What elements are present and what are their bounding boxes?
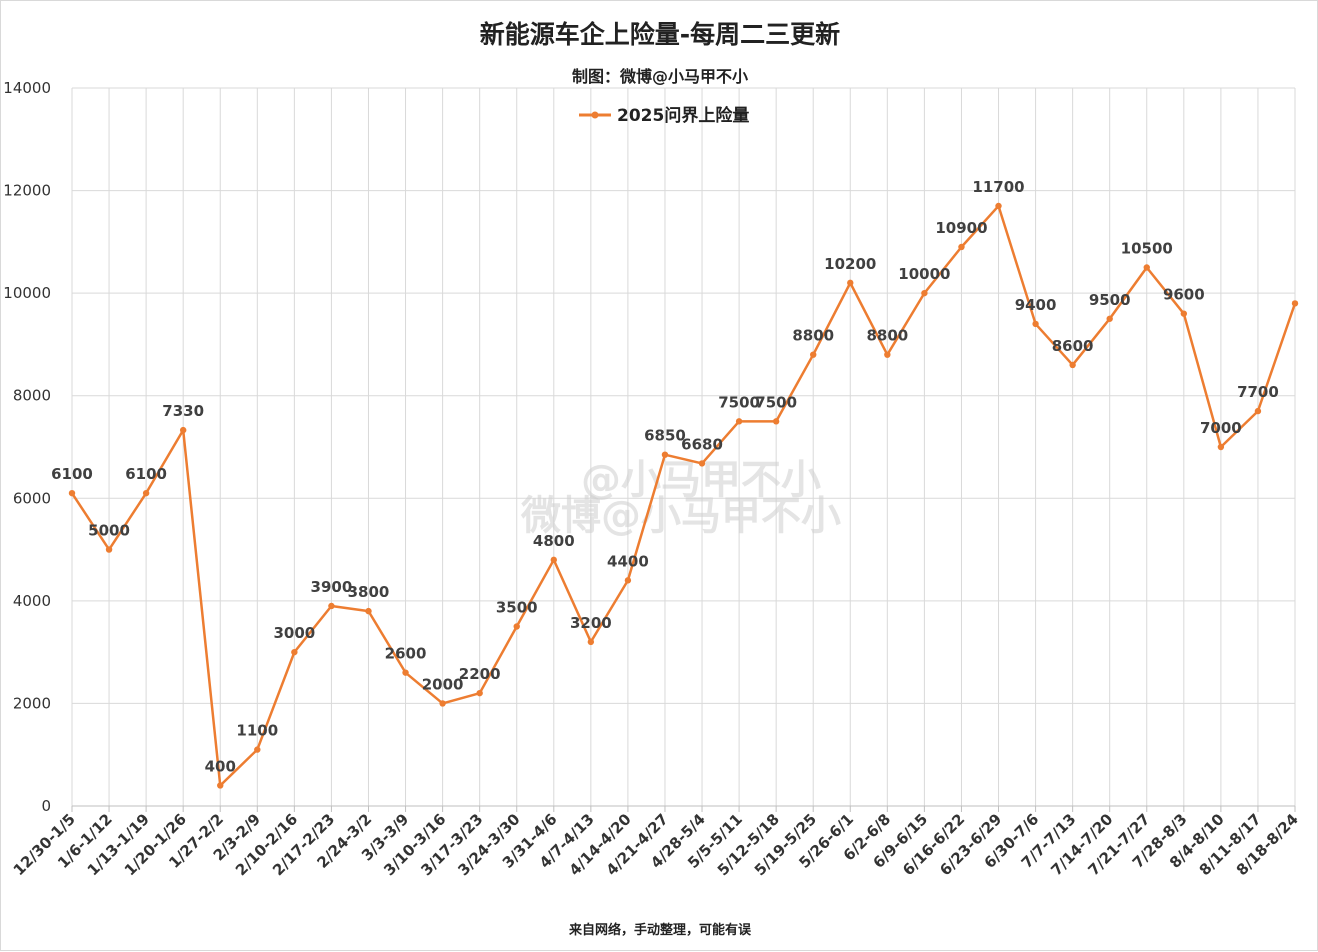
- data-label: 8600: [1052, 337, 1094, 355]
- data-label: 1100: [236, 722, 278, 740]
- data-point: [921, 289, 928, 297]
- data-point: [513, 623, 520, 630]
- y-tick-label: 8000: [13, 387, 51, 405]
- data-label: 4400: [607, 552, 649, 570]
- data-label: 10500: [1121, 240, 1173, 258]
- data-label: 9400: [1015, 296, 1057, 314]
- chart-footer: 来自网络，手动整理，可能有误: [568, 923, 751, 938]
- data-label: 10200: [824, 255, 876, 273]
- data-point: [1106, 315, 1113, 322]
- data-point: [1032, 320, 1039, 328]
- y-tick-label: 14000: [3, 79, 51, 97]
- y-tick-label: 12000: [3, 182, 51, 200]
- data-point: [291, 648, 298, 656]
- series-line-path: [70, 204, 1297, 787]
- data-label: 400: [205, 757, 236, 775]
- data-label: 7500: [755, 393, 797, 411]
- watermark-line-2: 微博@小马甲不小: [520, 493, 841, 539]
- watermark: @小马甲不小 微博@小马甲不小: [520, 457, 841, 539]
- data-point: [624, 577, 632, 584]
- data-point: [402, 669, 409, 676]
- data-point: [884, 351, 891, 358]
- data-point: [1217, 443, 1225, 451]
- x-axis: 12/30-1/51/6-1/121/13-1/191/20-1/261/27-…: [10, 805, 1302, 879]
- data-label: 10000: [898, 265, 950, 283]
- data-label: 2600: [385, 645, 427, 663]
- data-point: [68, 489, 76, 497]
- data-label: 3800: [348, 583, 390, 601]
- data-point: [1254, 407, 1262, 415]
- data-point: [254, 746, 261, 753]
- data-label: 7000: [1200, 419, 1242, 437]
- data-label: 7700: [1237, 383, 1279, 401]
- data-label: 3000: [273, 624, 315, 642]
- data-label: 3900: [311, 578, 353, 596]
- y-tick-label: 10000: [3, 284, 51, 302]
- data-label: 6100: [125, 465, 167, 483]
- data-label: 9600: [1163, 286, 1205, 304]
- y-tick-label: 0: [41, 797, 51, 815]
- data-point: [439, 700, 446, 707]
- data-label: 3500: [496, 599, 538, 617]
- data-point: [1143, 264, 1150, 271]
- data-label: 9500: [1089, 291, 1131, 309]
- data-label: 3200: [570, 614, 612, 632]
- data-point: [698, 460, 706, 467]
- data-point: [550, 556, 557, 564]
- data-point: [735, 418, 743, 425]
- data-label: 6850: [644, 427, 686, 445]
- data-point: [661, 451, 669, 458]
- data-point: [105, 546, 113, 553]
- data-point: [772, 418, 780, 425]
- data-label: 11700: [972, 178, 1024, 196]
- legend-marker-swatch: [591, 111, 599, 119]
- data-label: 5000: [88, 522, 130, 540]
- chart-title: 新能源车企上险量-每周二三更新: [479, 20, 841, 49]
- y-tick-label: 4000: [13, 592, 51, 610]
- y-tick-label: 6000: [13, 489, 51, 507]
- data-point: [142, 489, 150, 497]
- data-point: [1291, 300, 1299, 307]
- data-label: 10900: [935, 219, 987, 237]
- data-label: 6100: [51, 465, 93, 483]
- data-label: 2000: [422, 675, 464, 693]
- data-point: [1069, 361, 1076, 369]
- legend-entry-label: 2025问界上险量: [617, 105, 749, 126]
- data-label: 8800: [866, 327, 908, 345]
- data-point: [958, 243, 965, 251]
- data-point: [179, 426, 187, 434]
- data-label: 7500: [718, 393, 760, 411]
- data-point: [476, 689, 483, 697]
- series-line: [68, 202, 1299, 789]
- data-point: [365, 607, 372, 615]
- data-point: [217, 782, 224, 789]
- data-point: [995, 202, 1002, 210]
- data-label: 8800: [792, 327, 834, 345]
- data-point: [847, 279, 854, 287]
- chart-subtitle: 制图：微博@小马甲不小: [571, 67, 748, 86]
- data-label: 4800: [533, 532, 575, 550]
- legend: 2025问界上险量: [579, 105, 749, 126]
- y-tick-label: 2000: [13, 694, 51, 712]
- data-label: 6680: [681, 435, 723, 453]
- y-axis: 0 2000 4000 6000 8000 10000 12000 14000: [3, 79, 51, 815]
- data-point: [587, 638, 595, 646]
- data-label: 7330: [162, 402, 204, 420]
- data-point: [328, 602, 335, 610]
- data-label: 2200: [459, 665, 501, 683]
- data-point: [1180, 310, 1188, 317]
- data-point: [810, 351, 817, 358]
